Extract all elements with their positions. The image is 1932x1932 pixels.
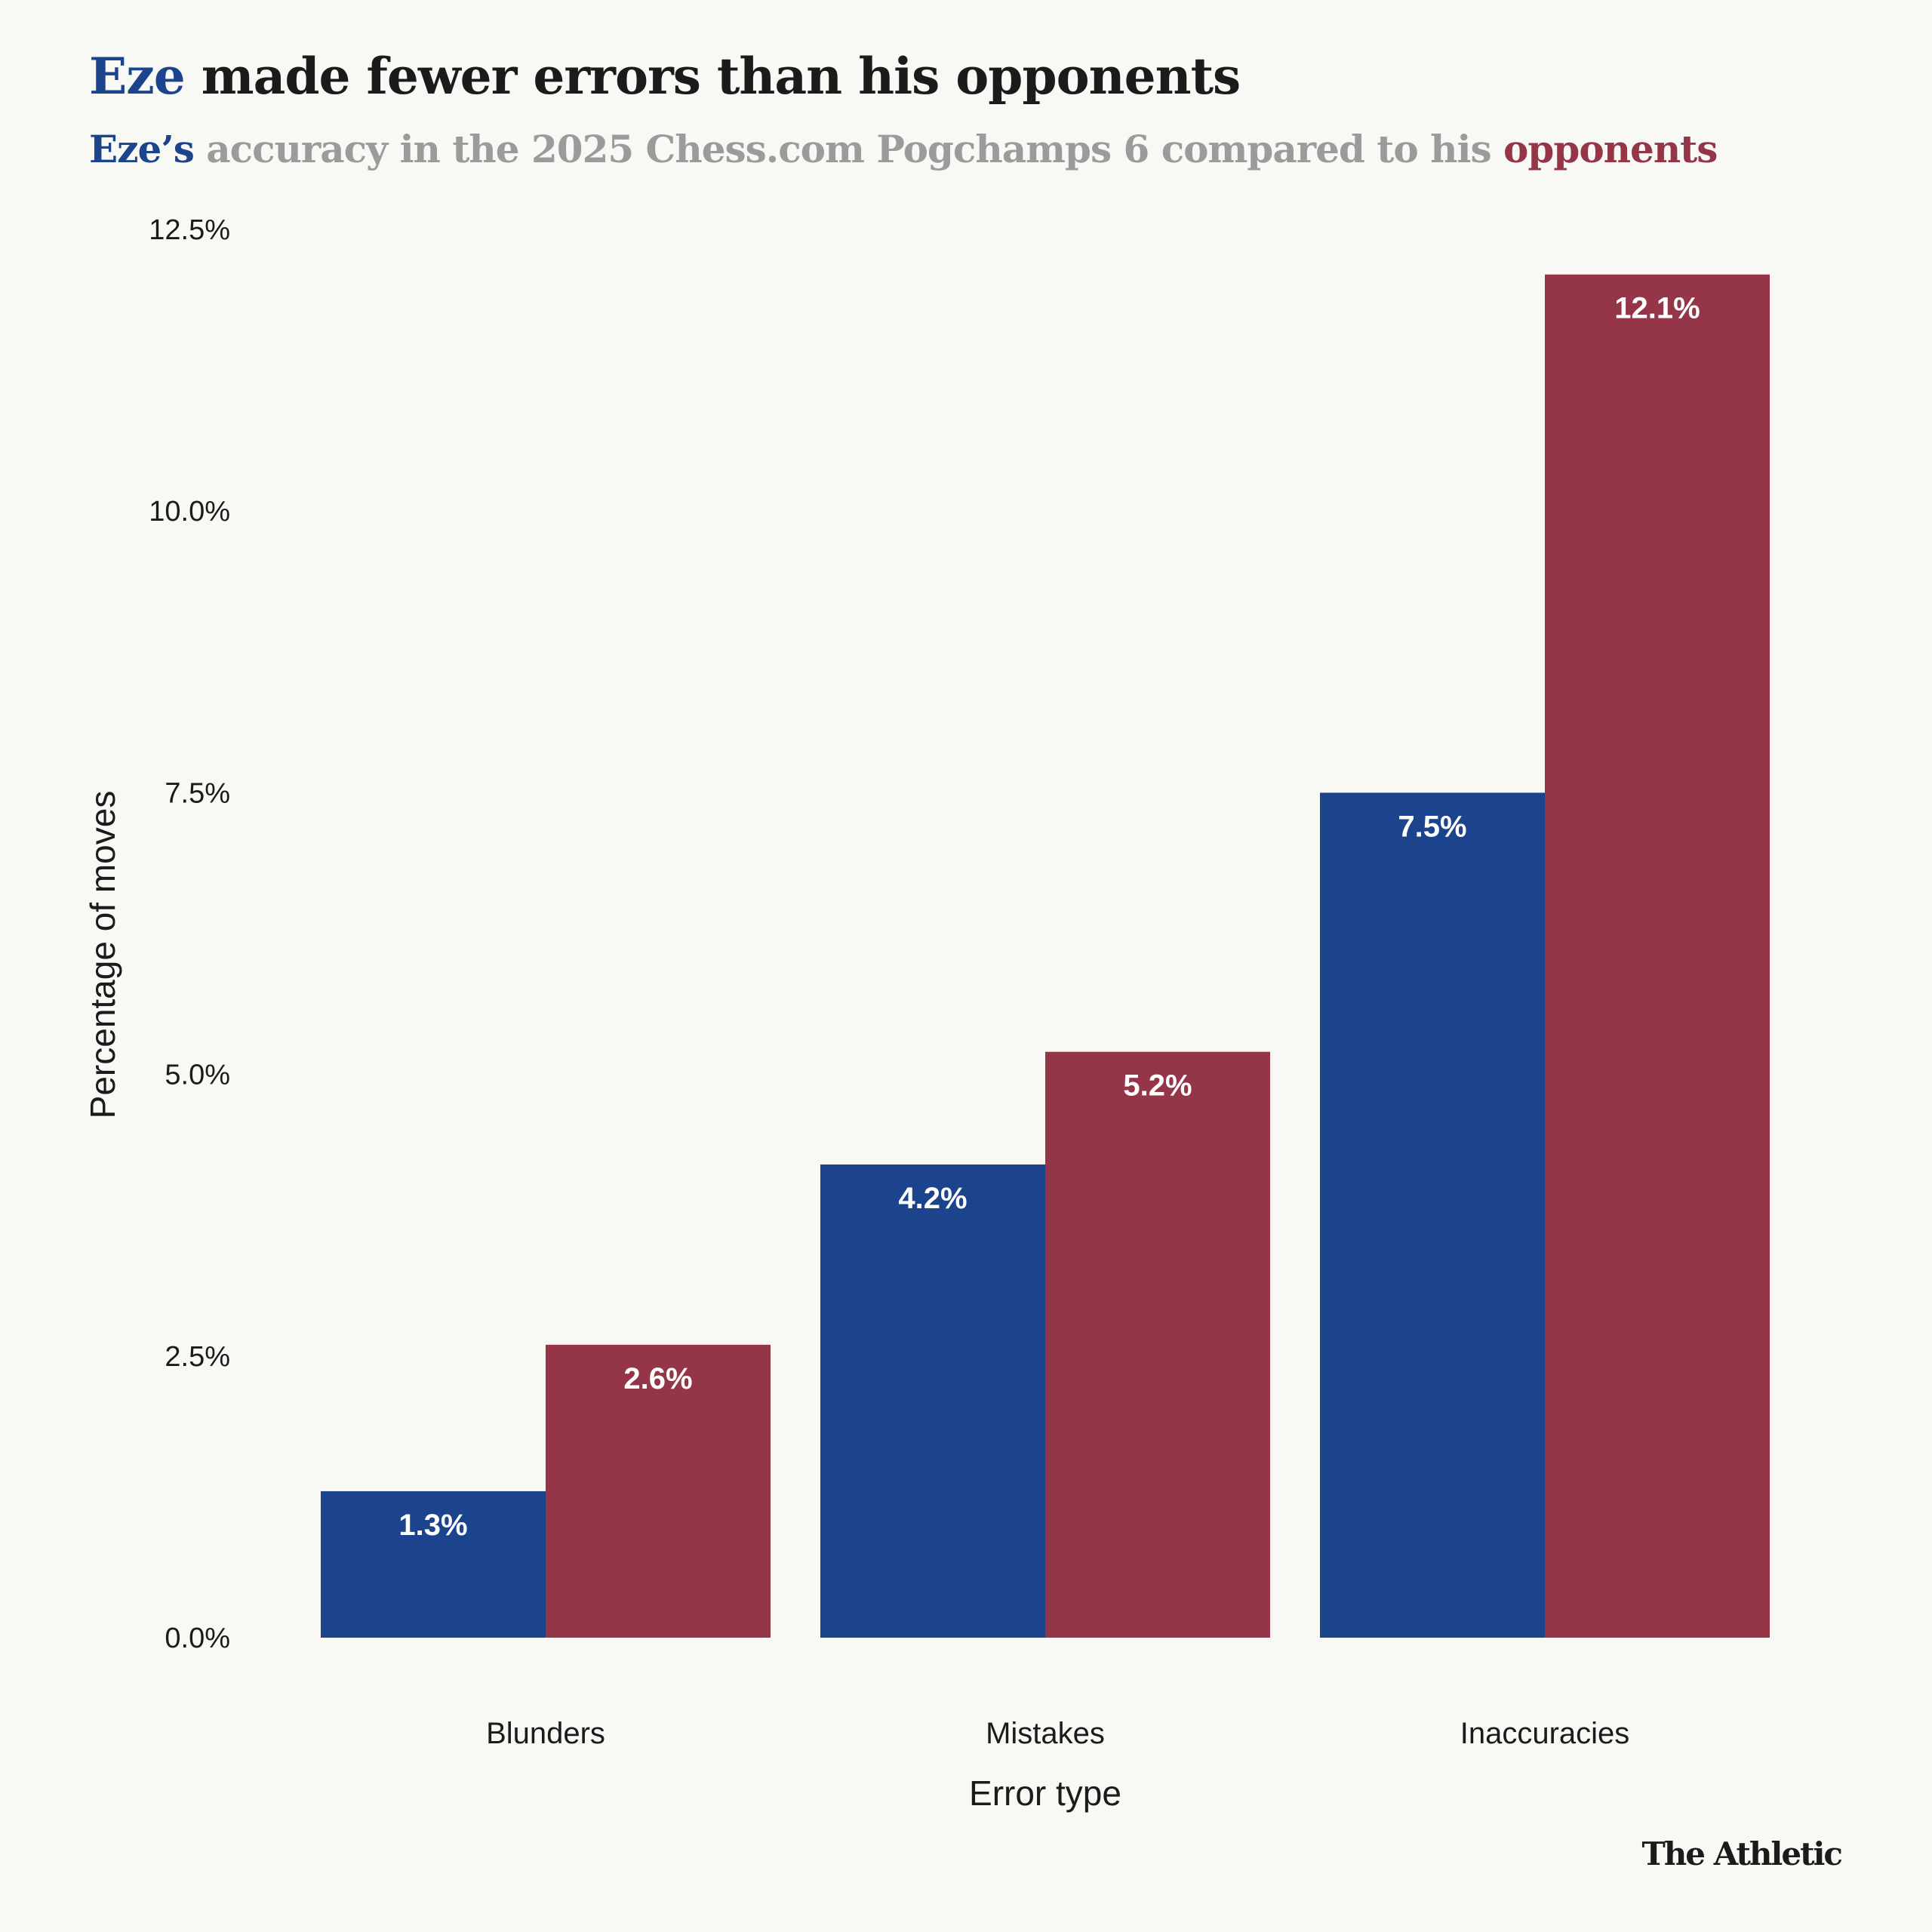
chart-subtitle: Eze’s accuracy in the 2025 Chess.com Pog… [89,127,1718,171]
data-label: 12.1% [1614,292,1700,325]
y-axis-title: Percentage of moves [83,791,122,1119]
data-label: 5.2% [1123,1069,1192,1103]
x-category-label: Blunders [486,1717,605,1750]
y-tick-label: 2.5% [165,1341,230,1373]
bar-series-0-blunders [321,1491,546,1638]
data-labels-group: 1.3% 2.6% 4.2% 5.2% 7.5% 12.1% [398,292,1700,1542]
y-tick-label: 0.0% [165,1623,230,1654]
title-highlight: Eze [89,47,186,106]
data-label: 1.3% [398,1509,467,1542]
y-tick-label: 10.0% [149,496,230,528]
category-labels-group: Blunders Mistakes Inaccuracies [486,1717,1629,1750]
chart-title: Eze made fewer errors than his opponents [89,47,1241,106]
x-category-label: Inaccuracies [1460,1717,1630,1750]
subtitle-opponents: opponents [1503,127,1718,171]
data-label: 4.2% [898,1182,967,1215]
x-axis-title: Error type [969,1774,1121,1813]
y-tick-label: 5.0% [165,1060,230,1091]
y-tick-label: 12.5% [149,214,230,246]
data-label: 7.5% [1398,810,1466,843]
bar-series-1-mistakes [1045,1051,1270,1638]
x-category-label: Mistakes [986,1717,1105,1750]
data-label: 2.6% [623,1362,692,1395]
bar-series-0-inaccuracies [1320,792,1545,1638]
subtitle-eze: Eze’s [89,127,195,171]
bar-series-0-mistakes [820,1164,1045,1638]
brand-logo: The Athletic [1641,1835,1843,1872]
title-rest: made fewer errors than his opponents [184,47,1241,106]
bar-series-1-inaccuracies [1545,274,1770,1638]
y-tick-label: 7.5% [165,777,230,809]
y-axis-ticks: 0.0% 2.5% 5.0% 7.5% 10.0% 12.5% [149,214,230,1654]
bar-series-1-blunders [546,1344,771,1638]
bars-group [321,274,1770,1638]
subtitle-middle: accuracy in the 2025 Chess.com Pogchamps… [193,127,1504,171]
